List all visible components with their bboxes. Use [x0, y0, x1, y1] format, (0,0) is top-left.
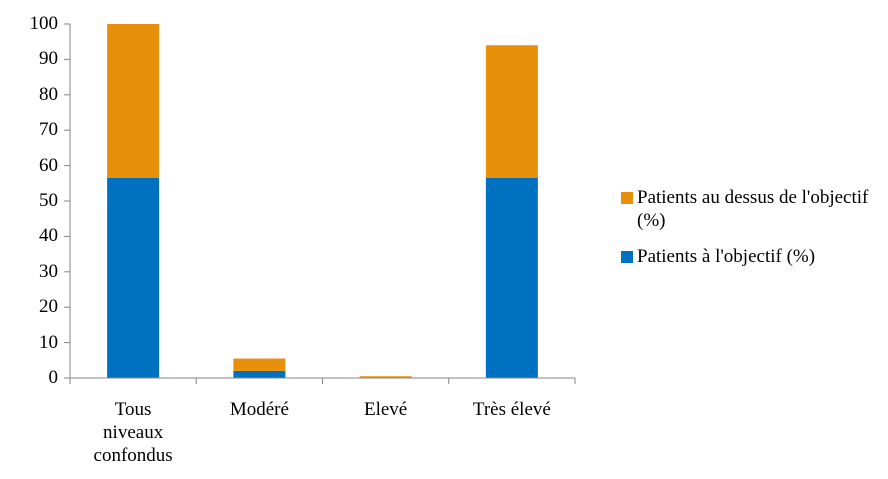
bar-segment	[233, 370, 286, 378]
y-tick-label: 80	[39, 83, 58, 105]
legend-label: Patients à l'objectif (%)	[637, 246, 816, 267]
y-tick-label: 10	[39, 331, 58, 353]
y-tick-label: 40	[39, 225, 58, 247]
x-tick-label: Modéré	[229, 399, 289, 420]
bar-segment	[233, 358, 286, 371]
y-tick-label: 30	[39, 260, 58, 282]
y-tick-label: 20	[39, 296, 58, 318]
bar-segment	[107, 24, 160, 178]
bar-segment	[359, 376, 412, 378]
y-tick-label: 0	[48, 367, 59, 388]
legend-swatch	[621, 192, 633, 204]
bar-segment	[485, 177, 538, 378]
y-tick-label: 90	[39, 48, 58, 70]
x-tick-label: Elevé	[363, 399, 408, 420]
y-tick-label: 50	[39, 190, 58, 211]
y-tick-label: 60	[39, 154, 58, 176]
x-tick-label: Très élevé	[472, 399, 551, 420]
bar-segment	[485, 45, 538, 178]
legend-swatch	[621, 251, 633, 263]
x-tick-label: Tous niveaux confondus	[93, 399, 173, 466]
legend-label: Patients au dessus de l'objectif (%)	[637, 187, 869, 231]
y-tick-label: 70	[39, 119, 58, 141]
y-tick-label: 100	[29, 13, 59, 34]
bar-segment	[107, 177, 160, 378]
